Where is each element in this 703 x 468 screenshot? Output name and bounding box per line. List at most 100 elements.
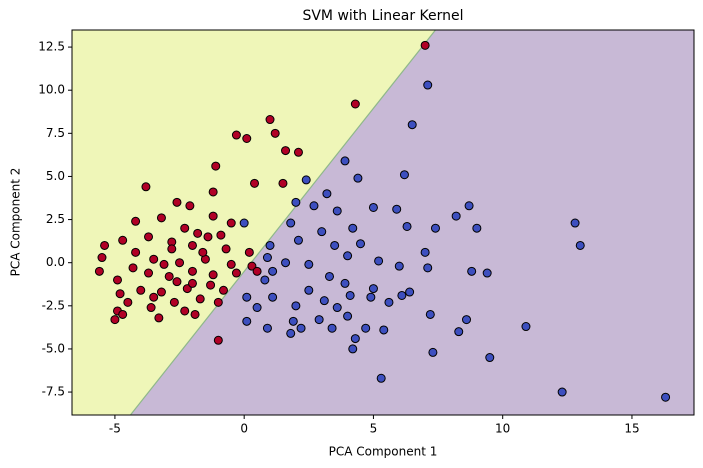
data-point — [278, 178, 288, 188]
data-point — [198, 247, 208, 257]
data-point — [216, 230, 226, 240]
data-point — [195, 294, 205, 304]
data-point — [402, 221, 412, 231]
data-point — [397, 290, 407, 300]
data-point — [131, 247, 141, 257]
y-tick-label: 2.5 — [46, 212, 65, 226]
data-point — [368, 202, 378, 212]
data-point — [361, 323, 371, 333]
data-point — [164, 271, 174, 281]
data-point — [350, 334, 360, 344]
data-point — [268, 292, 278, 302]
data-point — [472, 223, 482, 233]
data-point — [304, 259, 314, 269]
data-point — [244, 247, 254, 257]
data-point — [144, 232, 154, 242]
data-point — [208, 270, 218, 280]
data-point — [425, 309, 435, 319]
data-point — [319, 296, 329, 306]
data-point — [239, 218, 249, 228]
x-tick-label: 15 — [624, 422, 639, 436]
data-point — [100, 240, 110, 250]
data-point — [231, 268, 241, 278]
data-point — [557, 387, 567, 397]
data-point — [281, 258, 291, 268]
decision-boundary — [129, 29, 436, 416]
data-point — [384, 297, 394, 307]
data-point — [309, 201, 319, 211]
data-point — [350, 99, 360, 109]
data-point — [291, 301, 301, 311]
data-point — [169, 297, 179, 307]
data-point — [376, 373, 386, 383]
data-point — [242, 292, 252, 302]
data-point — [208, 187, 218, 197]
data-point — [343, 251, 353, 261]
chart-title: SVM with Linear Kernel — [302, 8, 463, 24]
y-tick-label: 0.0 — [46, 255, 65, 269]
data-point — [156, 213, 166, 223]
data-point — [206, 280, 216, 290]
data-point — [314, 315, 324, 325]
data-point — [296, 323, 306, 333]
data-point — [304, 285, 314, 295]
data-point — [231, 130, 241, 140]
data-point — [149, 254, 159, 264]
data-point — [379, 325, 389, 335]
data-point — [131, 216, 141, 226]
data-point — [430, 223, 440, 233]
x-tick-label: 10 — [495, 422, 510, 436]
data-point — [218, 285, 228, 295]
data-point — [97, 253, 107, 263]
data-point — [570, 218, 580, 228]
data-point — [118, 309, 128, 319]
data-point — [141, 182, 151, 192]
data-point — [262, 323, 272, 333]
data-point — [343, 311, 353, 321]
data-point — [340, 156, 350, 166]
data-point — [146, 303, 156, 313]
x-tick-label: -5 — [109, 422, 121, 436]
data-point — [144, 268, 154, 278]
data-point — [405, 287, 415, 297]
x-tick-label: 0 — [240, 422, 248, 436]
data-point — [356, 239, 366, 249]
data-point — [301, 175, 311, 185]
data-point — [250, 178, 260, 188]
data-point — [185, 201, 195, 211]
data-point — [110, 315, 120, 325]
data-point — [265, 115, 275, 125]
data-point — [368, 284, 378, 294]
data-point — [136, 285, 146, 295]
data-point — [345, 290, 355, 300]
data-point — [265, 240, 275, 250]
y-tick-label: 10.0 — [38, 83, 65, 97]
data-point — [327, 323, 337, 333]
data-point — [242, 133, 252, 143]
data-point — [252, 303, 262, 313]
data-point — [221, 244, 231, 254]
y-tick-label: -7.5 — [42, 385, 65, 399]
data-point — [180, 306, 190, 316]
data-point — [123, 297, 133, 307]
data-point — [407, 120, 417, 130]
data-point — [348, 344, 358, 354]
data-point — [128, 263, 138, 273]
data-point — [332, 303, 342, 313]
data-point — [464, 201, 474, 211]
data-point — [423, 80, 433, 90]
data-point — [211, 161, 221, 171]
data-point — [575, 240, 585, 250]
data-point — [180, 223, 190, 233]
data-point — [260, 275, 270, 285]
data-point — [322, 189, 332, 199]
data-point — [193, 228, 203, 238]
data-point — [213, 297, 223, 307]
data-point — [286, 218, 296, 228]
data-point — [159, 259, 169, 269]
data-point — [154, 313, 164, 323]
y-tick-label: 5.0 — [46, 169, 65, 183]
data-point — [242, 316, 252, 326]
data-point — [521, 322, 531, 332]
